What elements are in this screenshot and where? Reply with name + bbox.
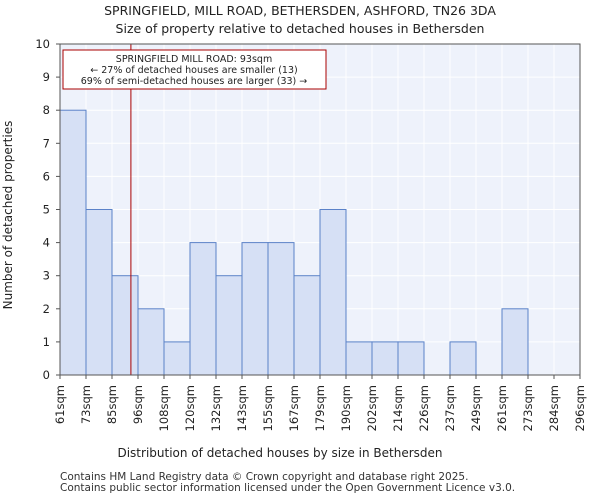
x-tick-label: 296sqm [573,385,587,431]
x-tick-label: 226sqm [417,385,431,431]
y-axis-label: Number of detached properties [1,121,15,310]
x-axis-label: Distribution of detached houses by size … [117,446,442,460]
x-tick-label: 237sqm [443,385,457,431]
bar-85sqm [111,275,139,376]
x-tick-label: 273sqm [521,385,535,431]
y-tick-label: 9 [43,70,50,84]
footer-line-2: Contains public sector information licen… [60,482,516,494]
y-tick-label: 6 [43,169,50,183]
bar-261sqm [501,308,529,376]
x-tick-label: 284sqm [547,385,561,431]
y-tick-label: 7 [43,136,50,150]
x-tick-label: 96sqm [131,385,145,424]
x-tick-label: 167sqm [287,385,301,431]
bar-237sqm [449,341,477,376]
bar-96sqm [137,308,165,376]
y-tick-label: 4 [43,236,50,250]
x-tick-label: 214sqm [391,385,405,431]
bar-190sqm [345,341,373,376]
annotation-box: SPRINGFIELD MILL ROAD: 93sqm ← 27% of de… [62,49,327,90]
chart-subtitle: Size of property relative to detached ho… [115,21,485,36]
x-tick-label: 61sqm [53,385,67,424]
bar-143sqm [241,242,269,376]
x-tick-label: 190sqm [339,385,353,431]
bar-132sqm [215,275,243,376]
bar-179sqm [319,209,347,376]
bar-167sqm [293,275,321,376]
annotation-line-2: ← 27% of detached houses are smaller (13… [90,65,297,76]
annotation-line-1: SPRINGFIELD MILL ROAD: 93sqm [116,54,272,65]
bar-120sqm [189,242,217,376]
y-tick-label: 0 [43,368,50,382]
y-tick-label: 2 [43,302,50,316]
bar-155sqm [267,242,295,376]
y-axis-ticks: 0 1 2 3 4 5 6 7 8 9 10 [35,37,60,382]
y-tick-label: 10 [35,37,50,51]
footer-line-1: Contains HM Land Registry data © Crown c… [60,471,469,483]
x-tick-label: 202sqm [365,385,379,431]
x-tick-label: 108sqm [157,385,171,431]
x-axis-ticks: 61sqm 73sqm 85sqm 96sqm 108sqm 120sqm 132sqm 14… [53,375,587,431]
chart-title-block: SPRINGFIELD, MILL ROAD, BETHERSDEN, ASHF… [0,2,600,38]
chart-title: SPRINGFIELD, MILL ROAD, BETHERSDEN, ASHF… [104,3,496,18]
bar-108sqm [163,341,191,376]
x-tick-label: 179sqm [313,385,327,431]
annotation-line-3: 69% of semi-detached houses are larger (… [81,76,308,87]
bar-61sqm [59,109,87,376]
x-tick-label: 143sqm [235,385,249,431]
x-tick-label: 85sqm [105,385,119,424]
bar-214sqm [397,341,425,376]
y-tick-label: 8 [43,103,50,117]
x-tick-label: 261sqm [495,385,509,431]
x-tick-label: 73sqm [79,385,93,424]
x-tick-label: 249sqm [469,385,483,431]
annotation-frame [62,49,327,90]
y-tick-label: 5 [43,203,50,217]
y-tick-label: 1 [43,335,50,349]
x-tick-label: 155sqm [261,385,275,431]
x-tick-label: 120sqm [183,385,197,431]
bar-73sqm [85,209,113,376]
bars [59,109,529,376]
x-tick-label: 132sqm [209,385,223,431]
bar-202sqm [371,341,399,376]
y-tick-label: 3 [43,269,50,283]
footer: Contains HM Land Registry data © Crown c… [60,472,515,494]
